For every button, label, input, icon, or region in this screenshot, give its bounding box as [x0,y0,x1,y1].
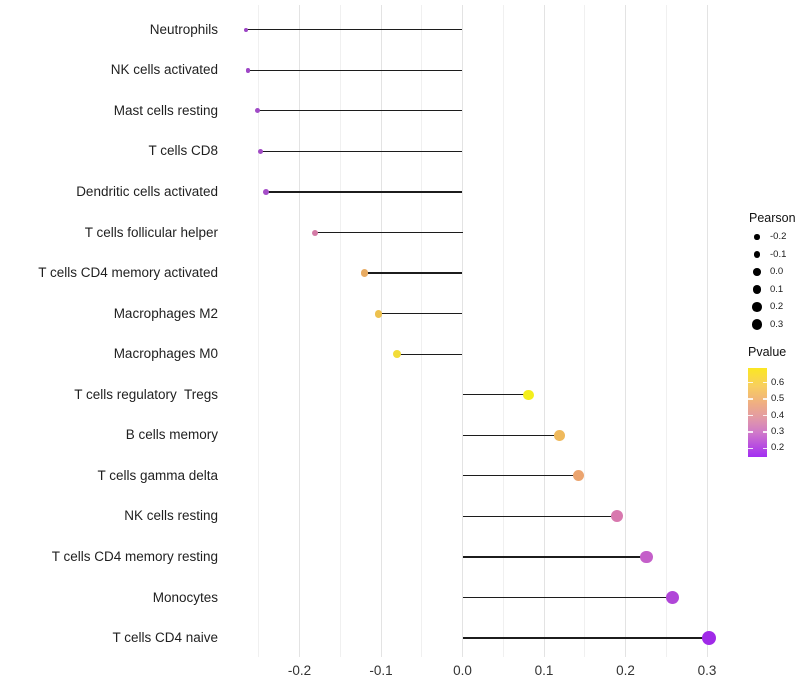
category-label: Macrophages M0 [113,346,218,362]
category-label: B cells memory [125,427,218,443]
x-tick-label: 0.3 [697,663,717,678]
pvalue-tick-mark [762,398,767,400]
data-point [393,350,402,359]
minor-gridline [584,5,586,657]
data-point [263,189,269,195]
data-point [361,269,369,277]
x-tick-label: 0.0 [453,663,472,678]
pvalue-tick-label: 0.2 [771,442,785,454]
legend-size-dot [752,285,762,294]
legend-size-label: 0.0 [770,266,784,277]
legend-size-dot [754,234,760,240]
pvalue-tick-mark [748,414,753,417]
pvalue-tick-mark [762,431,767,433]
minor-gridline [258,5,260,657]
data-point [554,429,565,441]
category-label: T cells regulatory Tregs [74,386,218,402]
legend-size-label: 0.2 [770,301,784,312]
major-gridline [706,5,708,657]
category-label: T cells follicular helper [84,224,218,240]
stem-line [257,110,463,112]
stem-line [266,191,463,193]
stem-line [462,434,560,436]
stem-line [462,475,579,477]
stem-line [462,556,647,558]
major-gridline [299,5,300,657]
data-point [640,550,653,564]
category-label: T cells CD8 [148,143,218,159]
pvalue-gradient-bar [748,368,767,457]
category-label: NK cells resting [124,508,218,524]
data-point [666,590,680,605]
legend-size-dot [752,302,762,312]
x-tick-label: 0.1 [534,663,554,678]
major-gridline [543,5,545,657]
category-label: NK cells activated [110,62,218,78]
category-label: Dendritic cells activated [76,184,218,199]
legend-size-label: -0.1 [770,248,787,260]
minor-gridline [502,5,504,657]
data-point [255,108,261,114]
data-point [523,389,534,400]
x-tick-label: -0.1 [369,663,393,678]
legend-size-dot [753,268,761,276]
pvalue-tick-label: 0.6 [771,376,785,388]
stem-line [397,353,463,355]
category-label: Monocytes [152,589,218,605]
major-gridline [625,5,626,657]
stem-line [462,637,710,639]
pvalue-tick-mark [762,447,767,449]
pvalue-tick-mark [748,447,753,449]
data-point [311,229,319,236]
stem-line [462,515,618,518]
legend-size-label: 0.3 [770,318,784,330]
legend-size-dot [751,319,763,330]
category-label: Macrophages M2 [113,305,218,321]
legend-size-title: Pearson [749,211,796,225]
data-point [702,631,717,645]
legend-size-label: -0.2 [770,231,787,242]
category-label: Neutrophils [149,21,218,37]
data-point [245,68,251,73]
category-label: T cells CD4 memory activated [38,265,218,281]
major-gridline [380,5,382,657]
pvalue-tick-label: 0.5 [771,393,785,405]
stem-line [315,231,463,234]
legend-size-label: 0.1 [770,283,784,295]
stem-line [248,69,463,71]
stem-line [245,29,463,31]
stem-line [462,394,529,396]
stem-line [462,596,673,599]
legend-size-dot [753,251,761,258]
category-label: Mast cells resting [113,102,218,118]
data-point [257,148,263,154]
minor-gridline [421,5,423,657]
major-gridline [462,5,463,657]
pvalue-tick-mark [748,398,753,400]
stem-line [364,272,463,274]
stem-line [378,313,463,315]
x-tick-label: 0.2 [616,663,635,678]
stem-line [260,150,463,153]
data-point [572,470,584,482]
x-tick-label: -0.2 [287,663,312,678]
data-point [374,309,383,318]
category-label: T cells CD4 memory resting [51,548,218,564]
pvalue-tick-mark [762,414,767,417]
category-label: T cells CD4 naive [112,630,218,645]
data-point [243,27,248,32]
data-point [611,510,624,523]
minor-gridline [339,5,341,657]
pvalue-tick-label: 0.3 [771,425,785,437]
pvalue-tick-mark [748,381,753,384]
pvalue-tick-label: 0.4 [771,409,785,421]
category-label: T cells gamma delta [97,467,218,483]
legend-color-title: Pvalue [748,345,787,359]
pvalue-tick-mark [762,381,767,384]
pvalue-tick-mark [748,431,753,433]
minor-gridline [665,5,667,657]
